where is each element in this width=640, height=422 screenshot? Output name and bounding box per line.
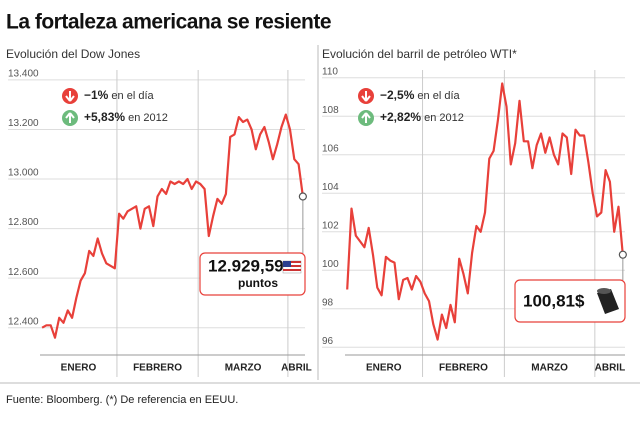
- annotation-text: en 2012: [128, 112, 168, 124]
- y-tick-label: 108: [322, 105, 339, 116]
- page-title: La fortaleza americana se resiente: [6, 11, 331, 34]
- annotation-change: +2,82%: [380, 110, 421, 124]
- end-point: [298, 192, 307, 201]
- annotation-text: en el día: [111, 90, 154, 102]
- x-tick-label: FEBRERO: [133, 363, 182, 374]
- x-tick-label: ABRIL: [281, 363, 312, 374]
- arrow-icon: [361, 112, 371, 123]
- chart-subtitle: Evolución del Dow Jones: [6, 47, 140, 61]
- x-tick-label: ABRIL: [595, 363, 626, 374]
- y-tick-label: 106: [322, 143, 339, 154]
- source-note: Fuente: Bloomberg. (*) De referencia en …: [6, 394, 238, 406]
- y-tick-label: 96: [322, 336, 334, 347]
- flag-stripe: [283, 261, 301, 263]
- y-tick-label: 110: [322, 66, 338, 77]
- flag-canton: [283, 261, 291, 267]
- callout-value: 12.929,59: [208, 256, 284, 275]
- annotation-text: en el día: [417, 90, 460, 102]
- y-tick-label: 12.400: [8, 316, 39, 327]
- y-tick-label: 13.200: [8, 118, 39, 129]
- callout-unit: puntos: [238, 276, 278, 290]
- y-tick-label: 102: [322, 220, 339, 231]
- annotation: −2,5% en el día: [380, 88, 461, 102]
- annotation: +5,83% en 2012: [84, 110, 168, 124]
- line-series: [346, 82, 624, 341]
- y-tick-label: 12.800: [8, 217, 39, 228]
- annotation-text: en 2012: [424, 112, 464, 124]
- x-tick-label: ENERO: [366, 363, 402, 374]
- arrow-icon: [65, 112, 75, 123]
- x-tick-label: MARZO: [225, 363, 262, 374]
- end-point: [618, 250, 627, 259]
- arrow-icon: [361, 91, 371, 102]
- plot-area: [40, 70, 305, 355]
- callout-box: [199, 252, 306, 296]
- y-tick-label: 104: [322, 182, 339, 193]
- annotation-change: −1%: [84, 88, 109, 102]
- barrel-top: [597, 288, 611, 294]
- y-tick-label: 100: [322, 259, 339, 270]
- y-tick-label: 13.400: [8, 69, 39, 80]
- x-tick-label: ENERO: [61, 363, 97, 374]
- annotation: +2,82% en 2012: [380, 110, 464, 124]
- barrel-icon: [597, 289, 619, 314]
- chart-subtitle: Evolución del barril de petróleo WTI*: [322, 47, 517, 61]
- arrow-icon: [65, 91, 75, 102]
- callout-value: 100,81$: [523, 291, 585, 310]
- annotation: −1% en el día: [84, 88, 155, 102]
- y-tick-label: 98: [322, 297, 334, 308]
- line-series: [41, 113, 304, 339]
- annotation-change: +5,83%: [84, 110, 125, 124]
- flag-stripe: [283, 265, 301, 267]
- x-tick-label: FEBRERO: [439, 363, 488, 374]
- annotation-change: −2,5%: [380, 88, 415, 102]
- flag-stripe: [283, 269, 301, 271]
- y-tick-label: 13.000: [8, 168, 39, 179]
- x-tick-label: MARZO: [531, 363, 568, 374]
- y-tick-label: 12.600: [8, 267, 39, 278]
